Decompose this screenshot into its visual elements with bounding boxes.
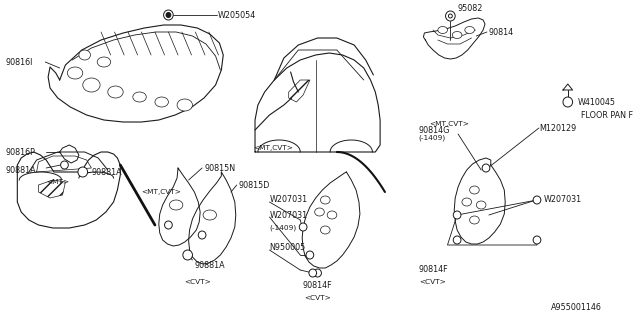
Ellipse shape <box>177 99 193 111</box>
Text: 90814: 90814 <box>489 28 514 36</box>
Ellipse shape <box>470 216 479 224</box>
Circle shape <box>61 161 68 169</box>
Text: FLOOR PAN F: FLOOR PAN F <box>581 110 633 119</box>
Text: N950005: N950005 <box>269 244 306 252</box>
Text: (-1409): (-1409) <box>419 135 446 141</box>
Text: (-1409): (-1409) <box>269 225 297 231</box>
Circle shape <box>563 97 573 107</box>
Text: W410045: W410045 <box>577 98 616 107</box>
Text: W205054: W205054 <box>218 11 256 20</box>
Circle shape <box>453 211 461 219</box>
Circle shape <box>445 11 455 21</box>
Ellipse shape <box>315 208 324 216</box>
Ellipse shape <box>170 200 183 210</box>
Ellipse shape <box>438 27 447 34</box>
Text: 90815N: 90815N <box>204 164 235 172</box>
Circle shape <box>300 223 307 231</box>
Text: 90814G: 90814G <box>419 125 450 134</box>
Ellipse shape <box>83 78 100 92</box>
Ellipse shape <box>476 201 486 209</box>
Circle shape <box>78 167 88 177</box>
Text: <MT,CVT>: <MT,CVT> <box>141 189 182 195</box>
Circle shape <box>449 14 452 18</box>
Ellipse shape <box>79 50 90 60</box>
Text: 90814F: 90814F <box>419 266 448 275</box>
Circle shape <box>533 236 541 244</box>
Circle shape <box>314 269 321 277</box>
Ellipse shape <box>203 210 216 220</box>
Text: 90814F: 90814F <box>303 281 332 290</box>
Ellipse shape <box>108 86 123 98</box>
Ellipse shape <box>133 92 147 102</box>
Text: 90881A: 90881A <box>6 165 36 174</box>
Text: W207031: W207031 <box>269 211 308 220</box>
Text: W207031: W207031 <box>269 196 308 204</box>
Text: <MT>: <MT> <box>46 179 69 185</box>
Ellipse shape <box>321 226 330 234</box>
Circle shape <box>164 10 173 20</box>
Text: <MT,CVT>: <MT,CVT> <box>429 121 469 127</box>
Text: 95082: 95082 <box>457 4 483 12</box>
Text: <CVT>: <CVT> <box>184 279 211 285</box>
Text: 90816P: 90816P <box>6 148 36 156</box>
Circle shape <box>306 251 314 259</box>
Ellipse shape <box>470 186 479 194</box>
Text: 90816I: 90816I <box>6 58 33 67</box>
Circle shape <box>183 250 193 260</box>
Circle shape <box>482 164 490 172</box>
Ellipse shape <box>327 211 337 219</box>
Ellipse shape <box>465 27 474 34</box>
Text: 90881A: 90881A <box>195 260 225 269</box>
Text: W207031: W207031 <box>544 196 582 204</box>
Ellipse shape <box>321 196 330 204</box>
Ellipse shape <box>97 57 111 67</box>
Text: <CVT>: <CVT> <box>304 295 331 301</box>
Text: M120129: M120129 <box>539 124 576 132</box>
Circle shape <box>198 231 206 239</box>
Ellipse shape <box>452 31 462 38</box>
Ellipse shape <box>155 97 168 107</box>
Text: 90881A: 90881A <box>92 167 122 177</box>
Circle shape <box>166 12 171 18</box>
Text: A955001146: A955001146 <box>550 303 602 312</box>
Circle shape <box>453 236 461 244</box>
Text: <MT,CVT>: <MT,CVT> <box>253 145 293 151</box>
Circle shape <box>309 269 317 277</box>
Ellipse shape <box>67 67 83 79</box>
Circle shape <box>533 196 541 204</box>
Text: 90815D: 90815D <box>239 180 270 189</box>
Circle shape <box>164 221 172 229</box>
Text: <CVT>: <CVT> <box>420 279 447 285</box>
Ellipse shape <box>462 198 472 206</box>
